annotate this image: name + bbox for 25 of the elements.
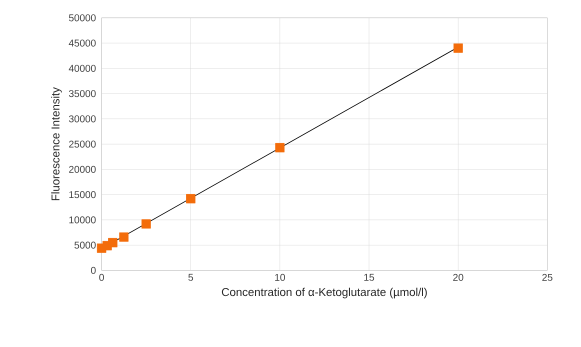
y-tick-label: 35000 [68,90,96,98]
point [186,194,196,204]
x-tick-label: 20 [453,274,464,282]
y-tick-label: 15000 [69,191,96,198]
y-tick-label: 25000 [69,140,96,148]
point [119,232,129,242]
x-tick-label: 10 [275,274,286,282]
x-tick-label: 5 [188,274,194,281]
x-tick-label: 0 [99,274,104,282]
point [454,44,463,53]
y-tick-label: 50000 [68,14,96,22]
point [108,238,118,248]
y-tick-label: 10000 [69,216,96,224]
y-tick-label: 0 [90,267,96,274]
y-axis-title: Fluorescence Intensity [51,87,62,200]
x-tick-label: 25 [542,274,552,282]
y-tick-label: 45000 [68,40,96,47]
x-tick-label: 15 [364,274,374,281]
y-tick-label: 20000 [69,166,96,174]
y-tick-label: 30000 [68,116,96,123]
x-axis-title: Concentration of α-Ketoglutarate (µmol/l) [222,288,427,298]
point [142,219,151,229]
y-tick-label: 40000 [68,64,96,72]
y-tick-label: 5000 [74,242,96,249]
point [275,143,285,152]
